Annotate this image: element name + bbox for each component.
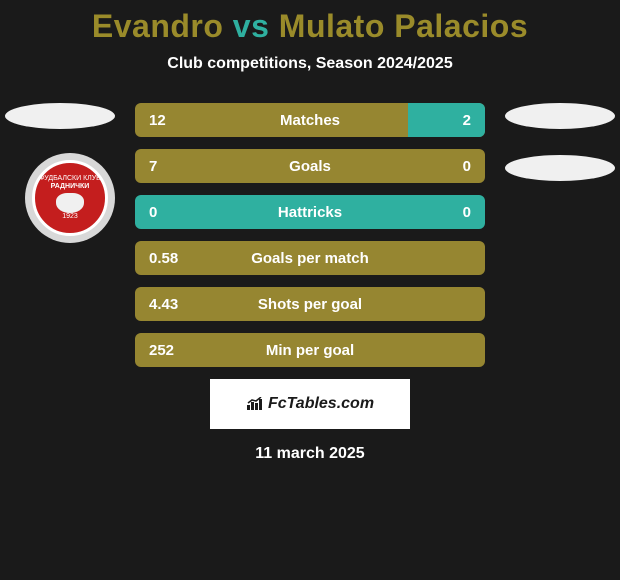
stat-left-value: 12 [149,112,166,129]
player1-flag-oval [5,103,115,129]
stat-left-value: 0.58 [149,250,178,267]
subtitle: Club competitions, Season 2024/2025 [0,55,620,73]
club-text-top: ФУДБАЛСКИ КЛУБ [39,175,101,183]
club-text-mid: РАДНИЧКИ [51,183,90,191]
player2-club-oval [505,155,615,181]
credit-text: FcTables.com [268,395,374,413]
stat-label: Hattricks [278,204,342,221]
comparison-content: ФУДБАЛСКИ КЛУБ РАДНИЧКИ 1923 12 Matches 2 7… [0,103,620,463]
stat-label: Goals per match [251,250,369,267]
bar-fill-right [408,103,485,137]
date-text: 11 march 2025 [0,445,620,463]
club-eagle-icon [56,193,84,213]
stat-label: Matches [280,112,340,129]
stat-bar: 7 Goals 0 [135,149,485,183]
stat-right-value: 2 [463,112,471,129]
stat-right-value: 0 [463,158,471,175]
credit-box: FcTables.com [210,379,410,429]
club-text-bottom: 1923 [62,213,78,221]
stat-left-value: 0 [149,204,157,221]
player2-name: Mulato Palacios [279,8,528,44]
vs-text: vs [233,8,270,44]
club-badge-inner: ФУДБАЛСКИ КЛУБ РАДНИЧКИ 1923 [32,160,108,236]
chart-icon [246,397,264,411]
stat-bar: 0 Hattricks 0 [135,195,485,229]
player1-name: Evandro [92,8,224,44]
stat-bar: 12 Matches 2 [135,103,485,137]
player1-club-badge: ФУДБАЛСКИ КЛУБ РАДНИЧКИ 1923 [25,153,115,243]
stat-left-value: 4.43 [149,296,178,313]
stat-bar: 252 Min per goal [135,333,485,367]
page-title: Evandro vs Mulato Palacios [0,8,620,45]
stat-bar: 0.58 Goals per match [135,241,485,275]
player2-flag-oval [505,103,615,129]
stat-left-value: 7 [149,158,157,175]
stat-right-value: 0 [463,204,471,221]
stat-label: Goals [289,158,331,175]
stat-bars: 12 Matches 2 7 Goals 0 0 Hattricks 0 0.58 Goals pe… [135,103,485,367]
stat-bar: 4.43 Shots per goal [135,287,485,321]
stat-label: Min per goal [266,342,354,359]
stat-label: Shots per goal [258,296,362,313]
stat-left-value: 252 [149,342,174,359]
